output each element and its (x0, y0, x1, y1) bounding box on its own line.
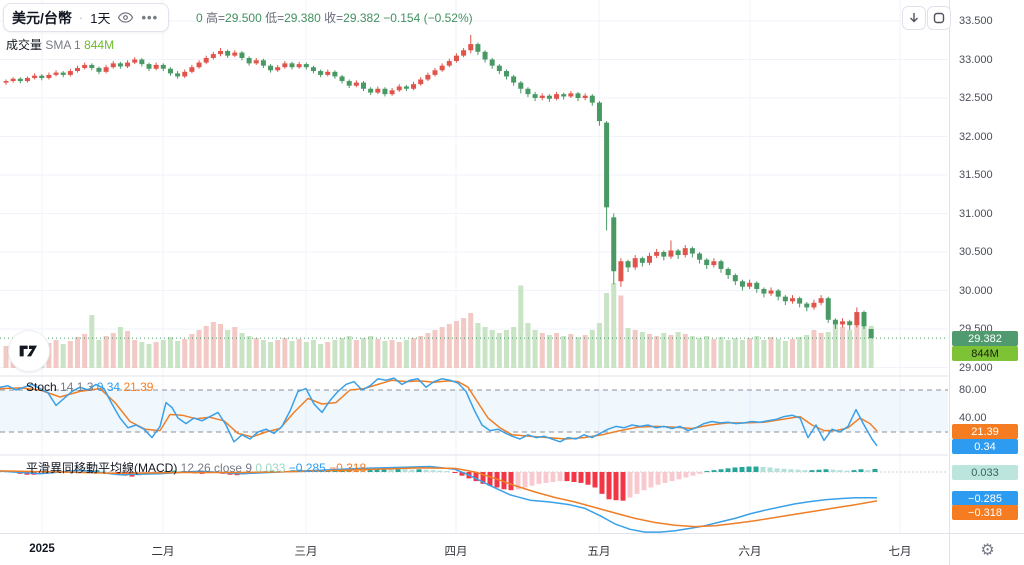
stoch-k-value: 0.34 (96, 380, 121, 394)
price-tick: 33.500 (959, 15, 993, 27)
maximize-icon[interactable] (927, 6, 951, 30)
time-axis-corner: ⚙ (949, 534, 1024, 565)
close-label: 收= (324, 11, 344, 25)
last-price-badge: 29.382 (952, 331, 1018, 346)
time-label: 四月 (444, 546, 468, 558)
legend-separator: · (78, 10, 84, 25)
time-label: 五月 (587, 546, 611, 558)
macd-line-value: −0.285 (288, 461, 326, 475)
gear-icon[interactable]: ⚙ (980, 542, 995, 559)
chart-canvas[interactable] (0, 0, 948, 533)
price-tick: 31.000 (959, 207, 993, 220)
macd-signal-badge: −0.318 (952, 505, 1018, 520)
high-label: 高= (206, 11, 226, 25)
price-tick: 32.000 (959, 130, 993, 143)
change-value: −0.154 (−0.52%) (383, 11, 473, 25)
stoch-k-badge: 0.34 (952, 439, 1018, 454)
time-label: 三月 (294, 546, 318, 558)
stoch-tick: 40.00 (959, 412, 987, 424)
price-tick: 32.500 (959, 92, 993, 104)
time-label: 二月 (151, 546, 175, 558)
time-label: 2025 (29, 543, 55, 555)
macd-title: 平滑異同移動平均線(MACD) (26, 461, 178, 475)
arrow-down-icon[interactable] (902, 6, 926, 30)
volume-sma-label: SMA 1 (45, 38, 81, 52)
stoch-params: 14 1 3 (60, 380, 94, 394)
symbol-name[interactable]: 美元/台幣 (12, 9, 72, 26)
symbol-legend[interactable]: 美元/台幣 · 1天 ••• (3, 3, 170, 32)
macd-line-badge: −0.285 (952, 491, 1018, 506)
tradingview-logo[interactable] (8, 330, 50, 372)
stoch-legend[interactable]: Stoch 14 1 3 0.34 21.39 (26, 380, 153, 394)
ohlc-open-tail: 0 (196, 11, 203, 25)
macd-signal-value: −0.318 (329, 461, 367, 475)
stoch-d-badge: 21.39 (952, 424, 1018, 439)
more-dots-icon[interactable]: ••• (141, 10, 159, 25)
high-value: 29.500 (225, 11, 262, 25)
stoch-tick: 80.00 (959, 384, 987, 396)
price-tick: 29.000 (959, 361, 993, 374)
price-tick: 30.500 (959, 246, 993, 258)
macd-params: 12 26 close 9 (180, 461, 253, 475)
macd-hist-badge: 0.033 (952, 465, 1018, 480)
last-volume-badge: 844M (952, 346, 1018, 361)
close-value: 29.382 (343, 11, 380, 25)
price-axis[interactable]: 29.382 844M 21.39 0.34 0.033 −0.285 −0.3… (949, 0, 1024, 533)
price-tick: 31.500 (959, 169, 993, 181)
volume-legend[interactable]: 成交量 SMA 1 844M (6, 36, 114, 53)
macd-legend[interactable]: 平滑異同移動平均線(MACD) 12 26 close 9 0.033 −0.2… (26, 459, 366, 476)
stoch-d-value: 21.39 (123, 380, 154, 394)
macd-hist-value: 0.033 (255, 461, 286, 475)
ohlc-readout: 0 高=29.500 低=29.380 收=29.382 −0.154 (−0.… (196, 9, 473, 26)
time-axis[interactable]: ⚙ 2025 二月 三月 四月 五月 六月 七月 (0, 533, 1024, 565)
volume-value: 844M (84, 38, 115, 52)
interval-label[interactable]: 1天 (90, 11, 111, 26)
time-label: 七月 (888, 546, 912, 558)
stoch-title: Stoch (26, 380, 57, 394)
volume-label: 成交量 (6, 38, 43, 52)
eye-icon[interactable] (117, 9, 134, 26)
low-label: 低= (265, 11, 285, 25)
price-tick: 30.000 (959, 284, 993, 297)
low-value: 29.380 (284, 11, 321, 25)
price-tick: 33.000 (959, 53, 993, 66)
time-label: 六月 (738, 546, 762, 558)
